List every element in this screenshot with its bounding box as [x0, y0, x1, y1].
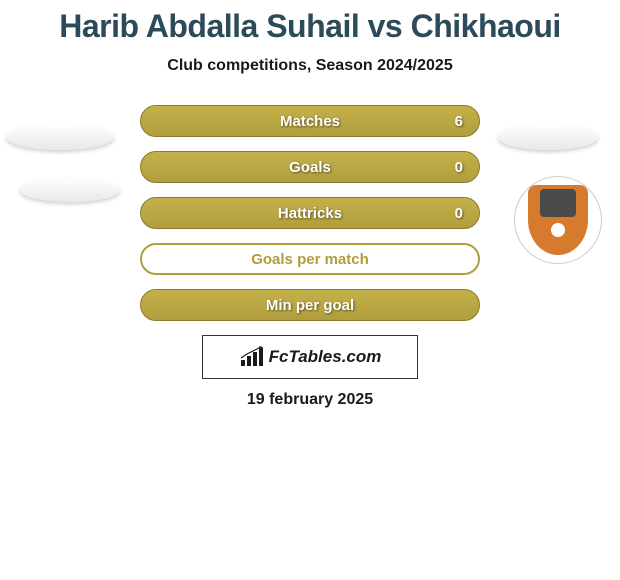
stat-label: Goals per match: [251, 251, 369, 268]
stats-area: Matches 6 Goals 0 Hattricks 0 Goals per …: [0, 105, 620, 321]
stat-value: 6: [455, 113, 463, 130]
brand-box: FcTables.com: [202, 335, 418, 379]
brand-text: FcTables.com: [269, 347, 382, 367]
stat-bar-hattricks: Hattricks 0: [140, 197, 480, 229]
season-subtitle: Club competitions, Season 2024/2025: [0, 57, 620, 75]
bars-icon: [239, 346, 265, 368]
stat-bar-min-per-goal: Min per goal: [140, 289, 480, 321]
stat-value: 0: [455, 159, 463, 176]
stat-value: 0: [455, 205, 463, 222]
date-text: 19 february 2025: [0, 391, 620, 409]
comparison-title: Harib Abdalla Suhail vs Chikhaoui: [0, 8, 620, 45]
infographic-container: Harib Abdalla Suhail vs Chikhaoui Club c…: [0, 0, 620, 580]
stat-bar-goals-per-match: Goals per match: [140, 243, 480, 275]
stat-label: Min per goal: [266, 297, 354, 314]
stat-bar-matches: Matches 6: [140, 105, 480, 137]
stat-label: Matches: [280, 113, 340, 130]
stat-bar-goals: Goals 0: [140, 151, 480, 183]
stat-label: Goals: [289, 159, 331, 176]
stat-label: Hattricks: [278, 205, 342, 222]
